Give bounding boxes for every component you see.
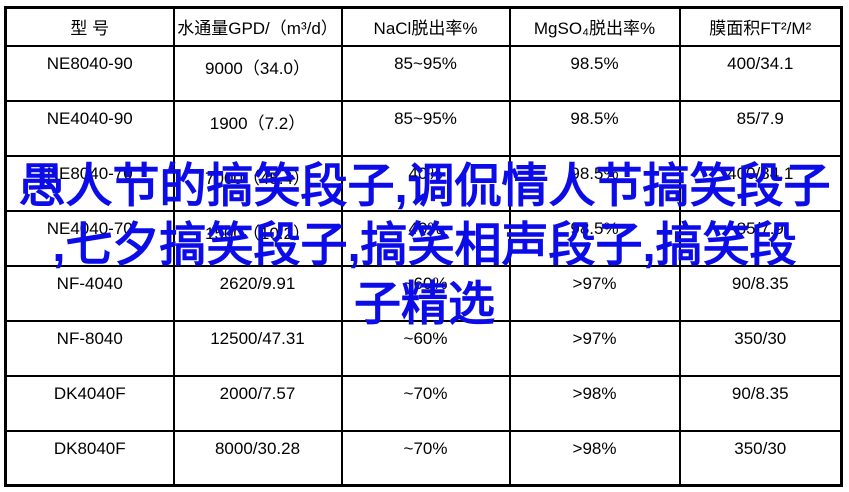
table-cell: 98.5% — [508, 209, 681, 267]
table-cell: >97% — [508, 319, 681, 377]
table-row: NE4040-70 1500（10.2） 40% 98.5% 85/7.9 — [4, 209, 843, 267]
column-header-mgso4-rejection: MgSO₄脱出率% — [508, 6, 681, 47]
table-cell: 98.5% — [508, 154, 681, 212]
table-cell: 2000/7.57 — [172, 374, 343, 432]
table-row: NE8040-90 9000（34.0） 85~95% 98.5% 400/34.1 — [4, 44, 843, 102]
table-cell: 1900（7.2） — [172, 99, 343, 157]
table-cell: 9000（34.0） — [172, 44, 343, 102]
table-cell: ~60% — [340, 319, 511, 377]
table-cell: 350/30 — [678, 429, 843, 487]
table-cell: >98% — [508, 429, 681, 487]
table-cell: 1500（10.2） — [172, 209, 343, 267]
table-cell: 40% — [340, 154, 511, 212]
table-cell: NE8040-70 — [4, 154, 175, 212]
table-cell: 350/30 — [678, 319, 843, 377]
table-cell: DK8040F — [4, 429, 175, 487]
table-cell: DK4040F — [4, 374, 175, 432]
table-cell: 85/7.9 — [678, 99, 843, 157]
table-cell: NE4040-90 — [4, 99, 175, 157]
table-cell: >97% — [508, 264, 681, 322]
table-cell: 85/7.9 — [678, 209, 843, 267]
table-cell: >98% — [508, 374, 681, 432]
table-cell: NF-4040 — [4, 264, 175, 322]
table-cell: 98.5% — [508, 99, 681, 157]
table-cell: 2620/9.91 — [172, 264, 343, 322]
table-cell: ~60% — [340, 264, 511, 322]
table-cell: 85~95% — [340, 44, 511, 102]
column-header-model: 型 号 — [4, 6, 175, 47]
table-cell: 85~95% — [340, 99, 511, 157]
table-row: NF-8040 12500/47.31 ~60% >97% 350/30 — [4, 319, 843, 377]
table-cell: 90/8.35 — [678, 374, 843, 432]
table-row: DK4040F 2000/7.57 ~70% >98% 90/8.35 — [4, 374, 843, 432]
table-cell: 40% — [340, 209, 511, 267]
table-cell: NE8040-90 — [4, 44, 175, 102]
table-row: NF-4040 2620/9.91 ~60% >97% 90/8.35 — [4, 264, 843, 322]
table-cell: 400/34.1 — [678, 44, 843, 102]
table-cell: ~70% — [340, 429, 511, 487]
column-header-water-flux: 水通量GPD/（m³/d） — [172, 6, 343, 47]
table-cell: 98.5% — [508, 44, 681, 102]
table-header: 型 号 水通量GPD/（m³/d） NaCl脱出率% MgSO₄脱出率% 膜面积… — [4, 6, 843, 47]
table-body: NE8040-90 9000（34.0） 85~95% 98.5% 400/34.1 NE… — [4, 44, 843, 487]
table-cell: ~70% — [340, 374, 511, 432]
table-row: NE4040-90 1900（7.2） 85~95% 98.5% 85/7.9 — [4, 99, 843, 157]
table-cell: 400/34.1 — [678, 154, 843, 212]
table-cell: 7000（45.4） — [172, 154, 343, 212]
table-cell: 8000/30.28 — [172, 429, 343, 487]
header-row: 型 号 水通量GPD/（m³/d） NaCl脱出率% MgSO₄脱出率% 膜面积… — [4, 6, 843, 47]
membrane-spec-table: 型 号 水通量GPD/（m³/d） NaCl脱出率% MgSO₄脱出率% 膜面积… — [4, 6, 843, 487]
table-row: DK8040F 8000/30.28 ~70% >98% 350/30 — [4, 429, 843, 487]
table-cell: NF-8040 — [4, 319, 175, 377]
column-header-membrane-area: 膜面积FT²/M² — [678, 6, 843, 47]
table-cell: 12500/47.31 — [172, 319, 343, 377]
column-header-nacl-rejection: NaCl脱出率% — [340, 6, 511, 47]
table-cell: 90/8.35 — [678, 264, 843, 322]
table-cell: NE4040-70 — [4, 209, 175, 267]
table-row: NE8040-70 7000（45.4） 40% 98.5% 400/34.1 — [4, 154, 843, 212]
